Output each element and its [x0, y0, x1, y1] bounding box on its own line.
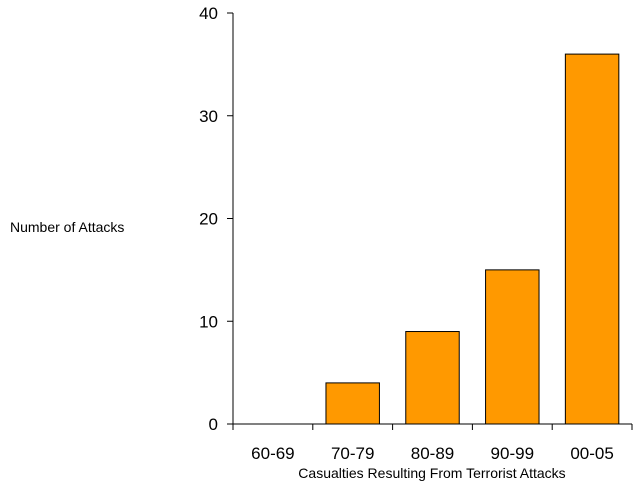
y-tick-label: 0	[209, 415, 218, 434]
y-tick-label: 10	[199, 312, 218, 331]
x-tick-label: 60-69	[251, 444, 294, 463]
bar	[485, 269, 540, 425]
x-tick-label: 80-89	[411, 444, 454, 463]
y-tick-label: 40	[199, 4, 218, 23]
bars	[325, 53, 620, 425]
x-axis-title: Casualties Resulting From Terrorist Atta…	[298, 465, 565, 481]
x-tick-label: 90-99	[491, 444, 534, 463]
y-tick-label: 20	[199, 210, 218, 229]
bar	[325, 382, 380, 425]
y-axis-title: Number of Attacks	[10, 219, 124, 235]
y-axis-ticks: 0 10 20 30 40	[199, 4, 233, 434]
bar	[405, 331, 460, 425]
y-tick-label: 30	[199, 107, 218, 126]
x-tick-label: 00-05	[570, 444, 613, 463]
bar	[564, 53, 620, 425]
x-tick-label: 70-79	[331, 444, 374, 463]
x-axis-ticks: 60-69 70-79 80-89 90-99 00-05	[232, 424, 633, 463]
